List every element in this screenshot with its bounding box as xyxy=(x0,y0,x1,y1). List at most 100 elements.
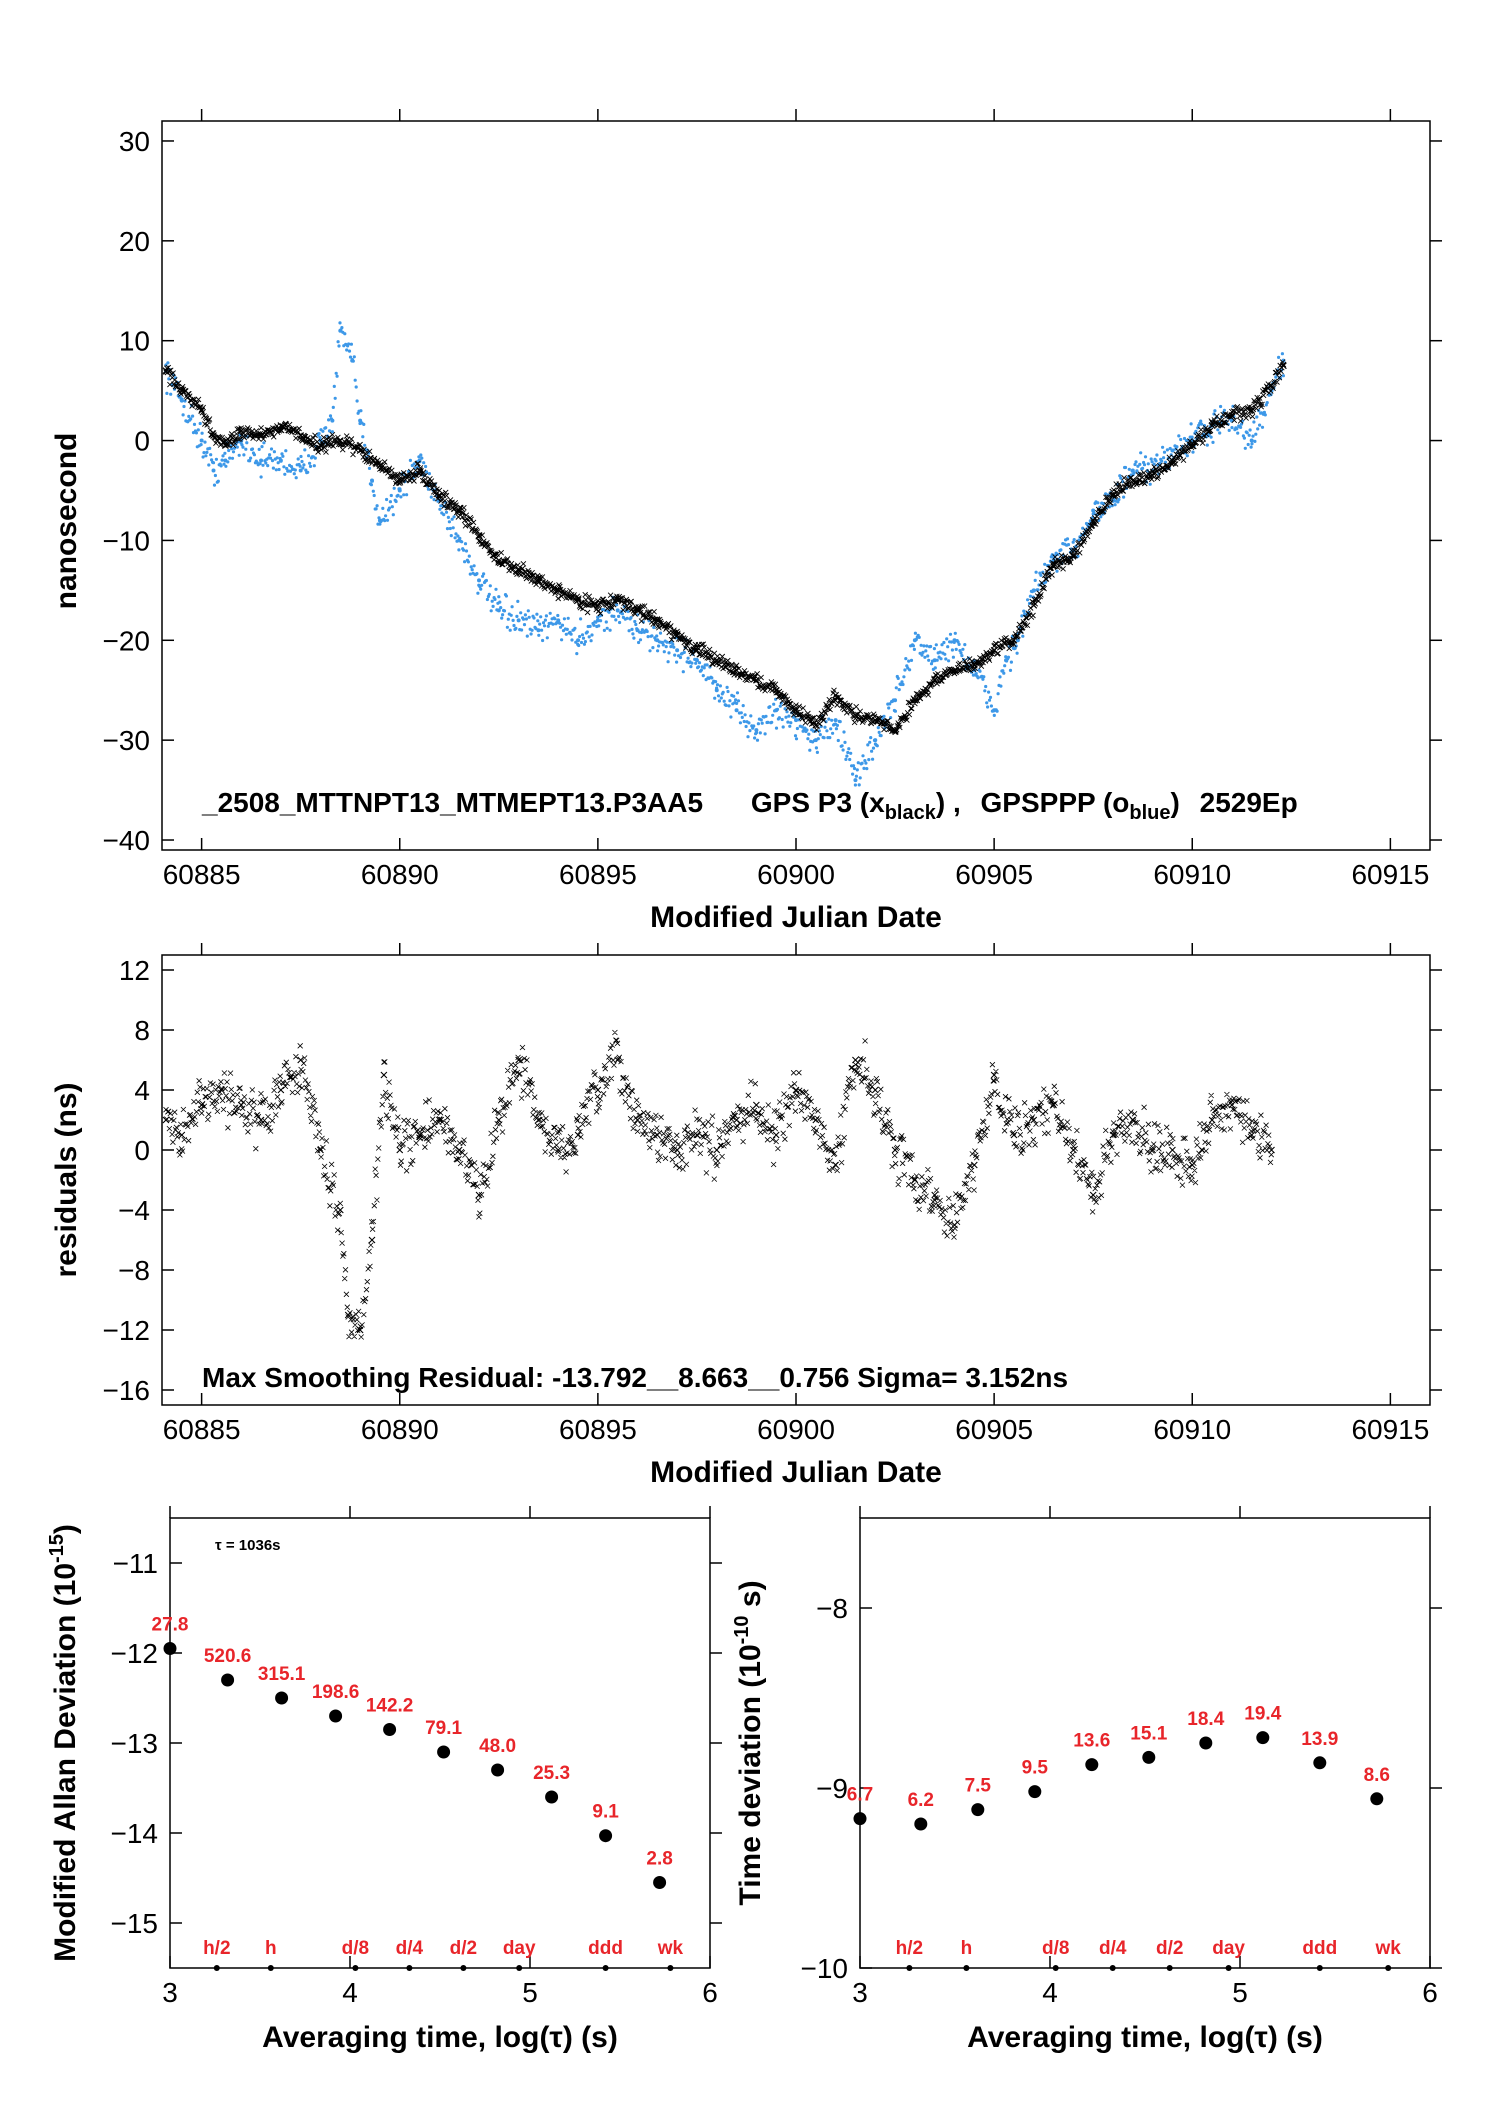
ppp-point xyxy=(741,704,745,708)
ppp-point xyxy=(625,616,629,620)
ppp-point xyxy=(196,428,200,432)
y-tick-label: −12 xyxy=(111,1638,159,1669)
ppp-point xyxy=(960,654,964,658)
y-tick-label: −9 xyxy=(816,1773,848,1804)
ppp-point xyxy=(778,704,782,708)
ppp-point xyxy=(165,391,169,395)
interval-marker xyxy=(1109,1965,1116,1971)
ppp-point xyxy=(616,609,620,613)
ppp-point xyxy=(657,644,661,648)
panel-time-series: 60885 60890 60895 60900 60905 60910 60915 30 20 1… xyxy=(50,109,1442,934)
ppp-point xyxy=(189,417,193,421)
ppp-point xyxy=(1119,476,1123,480)
ppp-point xyxy=(274,468,278,472)
ppp-point xyxy=(739,711,743,715)
ppp-point xyxy=(337,344,341,348)
p3-point xyxy=(871,716,879,724)
ppp-point xyxy=(392,486,396,490)
residual-point xyxy=(356,1326,364,1334)
ppp-point xyxy=(806,737,810,741)
ppp-point xyxy=(451,526,455,530)
ppp-point xyxy=(529,632,533,636)
interval-label: h/2 xyxy=(896,1938,923,1959)
residual-point xyxy=(1010,1131,1018,1139)
ppp-point xyxy=(675,648,680,653)
residual-point xyxy=(792,1086,800,1094)
ppp-point xyxy=(580,633,585,637)
residual-point xyxy=(852,1056,859,1064)
plot-frame-1 xyxy=(161,120,1431,851)
ppp-point xyxy=(849,751,853,755)
ppp-point xyxy=(855,768,859,772)
residual-point xyxy=(380,1071,388,1079)
ppp-point xyxy=(385,518,390,522)
ppp-point xyxy=(521,617,526,621)
ppp-point xyxy=(426,487,430,491)
ppp-point xyxy=(1034,570,1038,574)
interval-marker xyxy=(906,1965,913,1971)
ppp-point xyxy=(957,642,961,647)
ppp-point xyxy=(917,635,921,640)
ppp-point xyxy=(211,461,216,465)
ppp-point xyxy=(866,743,870,747)
ppp-point xyxy=(212,483,217,487)
ppp-point xyxy=(1247,433,1251,437)
ppp-point xyxy=(956,640,960,644)
point-label: 6.2 xyxy=(908,1790,934,1811)
ppp-point xyxy=(1236,431,1240,435)
ppp-point xyxy=(666,660,670,664)
residual-point xyxy=(178,1131,186,1139)
ppp-point xyxy=(1002,671,1006,675)
ppp-point xyxy=(656,649,660,653)
interval-label: day xyxy=(503,1938,536,1959)
x-axis-label-4: Averaging time, log(τ) (s) xyxy=(967,2021,1323,2054)
ppp-point xyxy=(749,714,753,718)
ppp-point xyxy=(1281,374,1285,378)
ppp-point xyxy=(694,661,698,665)
ppp-point xyxy=(1239,425,1243,429)
ppp-point xyxy=(579,640,584,645)
y-tick-label: 20 xyxy=(119,226,150,257)
ppp-point xyxy=(742,719,746,724)
ppp-point xyxy=(1107,505,1111,509)
point-label: 9.1 xyxy=(592,1802,619,1823)
ppp-point xyxy=(553,617,557,621)
y-tick-label: −13 xyxy=(111,1728,159,1759)
ppp-point xyxy=(276,461,280,465)
ppp-point xyxy=(535,612,539,616)
x-axis-label-2: Modified Julian Date xyxy=(650,1456,942,1489)
p3-point xyxy=(376,462,384,469)
ppp-point xyxy=(914,637,918,642)
ppp-point xyxy=(986,705,990,709)
residual-point xyxy=(297,1056,305,1064)
ppp-point xyxy=(838,720,842,724)
p3-point xyxy=(891,726,899,734)
p3-point xyxy=(1030,601,1038,609)
interval-marker xyxy=(667,1965,674,1971)
stability-point xyxy=(971,1803,985,1817)
residual-point xyxy=(1129,1116,1137,1124)
max-residual-note: Max Smoothing Residual: -13.792__8.663__… xyxy=(202,1362,1068,1393)
ppp-point xyxy=(818,733,822,737)
ppp-point xyxy=(618,620,622,625)
interval-label: h xyxy=(961,1938,973,1959)
ppp-point xyxy=(1213,409,1217,413)
ppp-point xyxy=(466,560,470,564)
ppp-point xyxy=(293,468,297,472)
ppp-point xyxy=(726,689,730,694)
ppp-point xyxy=(1133,462,1137,467)
ppp-point xyxy=(502,609,507,613)
ppp-point xyxy=(1263,413,1267,417)
ppp-point xyxy=(861,754,865,758)
ppp-point xyxy=(562,617,567,621)
tick-labels-4: 3 4 5 6 −8 −9 −10 xyxy=(801,1593,1438,2008)
interval-label: ddd xyxy=(1302,1938,1337,1959)
p3-point xyxy=(1069,551,1077,559)
ppp-point xyxy=(617,614,621,619)
ppp-point xyxy=(1243,446,1247,450)
point-label: 13.9 xyxy=(1301,1729,1338,1750)
ppp-point xyxy=(202,451,206,455)
interval-label: d/4 xyxy=(1099,1938,1127,1959)
ppp-point xyxy=(546,624,550,628)
residual-point xyxy=(535,1116,542,1124)
